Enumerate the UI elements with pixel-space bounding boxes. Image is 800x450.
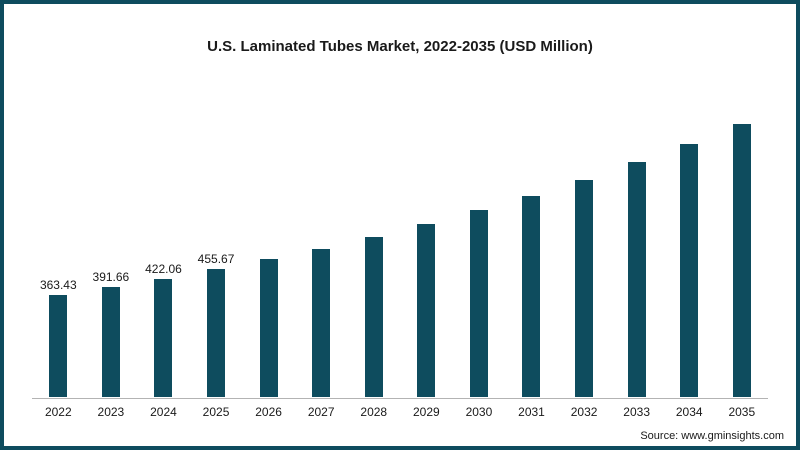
bar-group: [663, 117, 716, 397]
bar: [259, 259, 278, 397]
bar: [49, 295, 68, 397]
x-axis-tick-label: 2035: [728, 405, 756, 419]
x-axis-tick-label: 2033: [623, 405, 650, 419]
x-axis-tick-label: 2022: [44, 405, 72, 419]
x-axis-tick-label: 2025: [202, 405, 230, 419]
bar: [732, 123, 751, 397]
bar-group: [242, 117, 295, 397]
bar-group: [453, 117, 506, 397]
bar: [680, 143, 699, 397]
bar: [469, 210, 488, 397]
bar-group: [400, 117, 453, 397]
bar: [207, 269, 226, 397]
bar-group: 391.66: [85, 117, 138, 397]
bar-group: 363.43: [32, 117, 85, 397]
plot-area: 363.43 391.66 422.06 455.67: [32, 117, 768, 397]
bar-group: [716, 117, 769, 397]
bar: [575, 179, 594, 397]
x-axis-tick-label: 2026: [255, 405, 282, 419]
bar-value-label: 422.06: [145, 261, 182, 276]
x-axis-tick-label: 2024: [150, 405, 177, 419]
x-axis-line: [32, 398, 768, 399]
bar: [627, 162, 646, 397]
bar-group: 455.67: [190, 117, 243, 397]
x-axis-tick-label: 2034: [675, 405, 703, 419]
bar-chart: 363.43 391.66 422.06 455.67: [32, 117, 768, 397]
bar-group: [610, 117, 663, 397]
bar-value-label: 391.66: [92, 270, 130, 285]
bar-value-label: 363.43: [39, 278, 77, 293]
bar-value-label: 455.67: [197, 252, 235, 267]
bar: [312, 248, 331, 397]
x-axis-tick-label: 2029: [412, 405, 440, 419]
bar-group: [558, 117, 611, 397]
bar-group: [505, 117, 558, 397]
bar-group: 422.06: [137, 117, 190, 397]
x-axis-tick-label: 2028: [360, 405, 388, 419]
bar: [522, 195, 541, 397]
bar: [364, 236, 383, 397]
x-axis-tick-label: 2032: [570, 405, 598, 419]
bar: [101, 287, 120, 397]
x-axis-tick-label: 2023: [97, 405, 125, 419]
x-axis-tick-label: 2027: [307, 405, 335, 419]
chart-title: U.S. Laminated Tubes Market, 2022-2035 (…: [207, 38, 593, 55]
bar-group: [295, 117, 348, 397]
bar: [417, 224, 436, 397]
x-axis-tick-label: 2030: [465, 405, 493, 419]
x-axis-tick-label: 2031: [518, 405, 545, 419]
bar: [154, 278, 173, 397]
bar-group: [347, 117, 400, 397]
x-axis-labels: 2022 2023 2024 2025 2026 2027 2028 2029 2030 2031…: [32, 405, 768, 419]
source-attribution: Source: www.gminsights.com: [640, 430, 784, 442]
